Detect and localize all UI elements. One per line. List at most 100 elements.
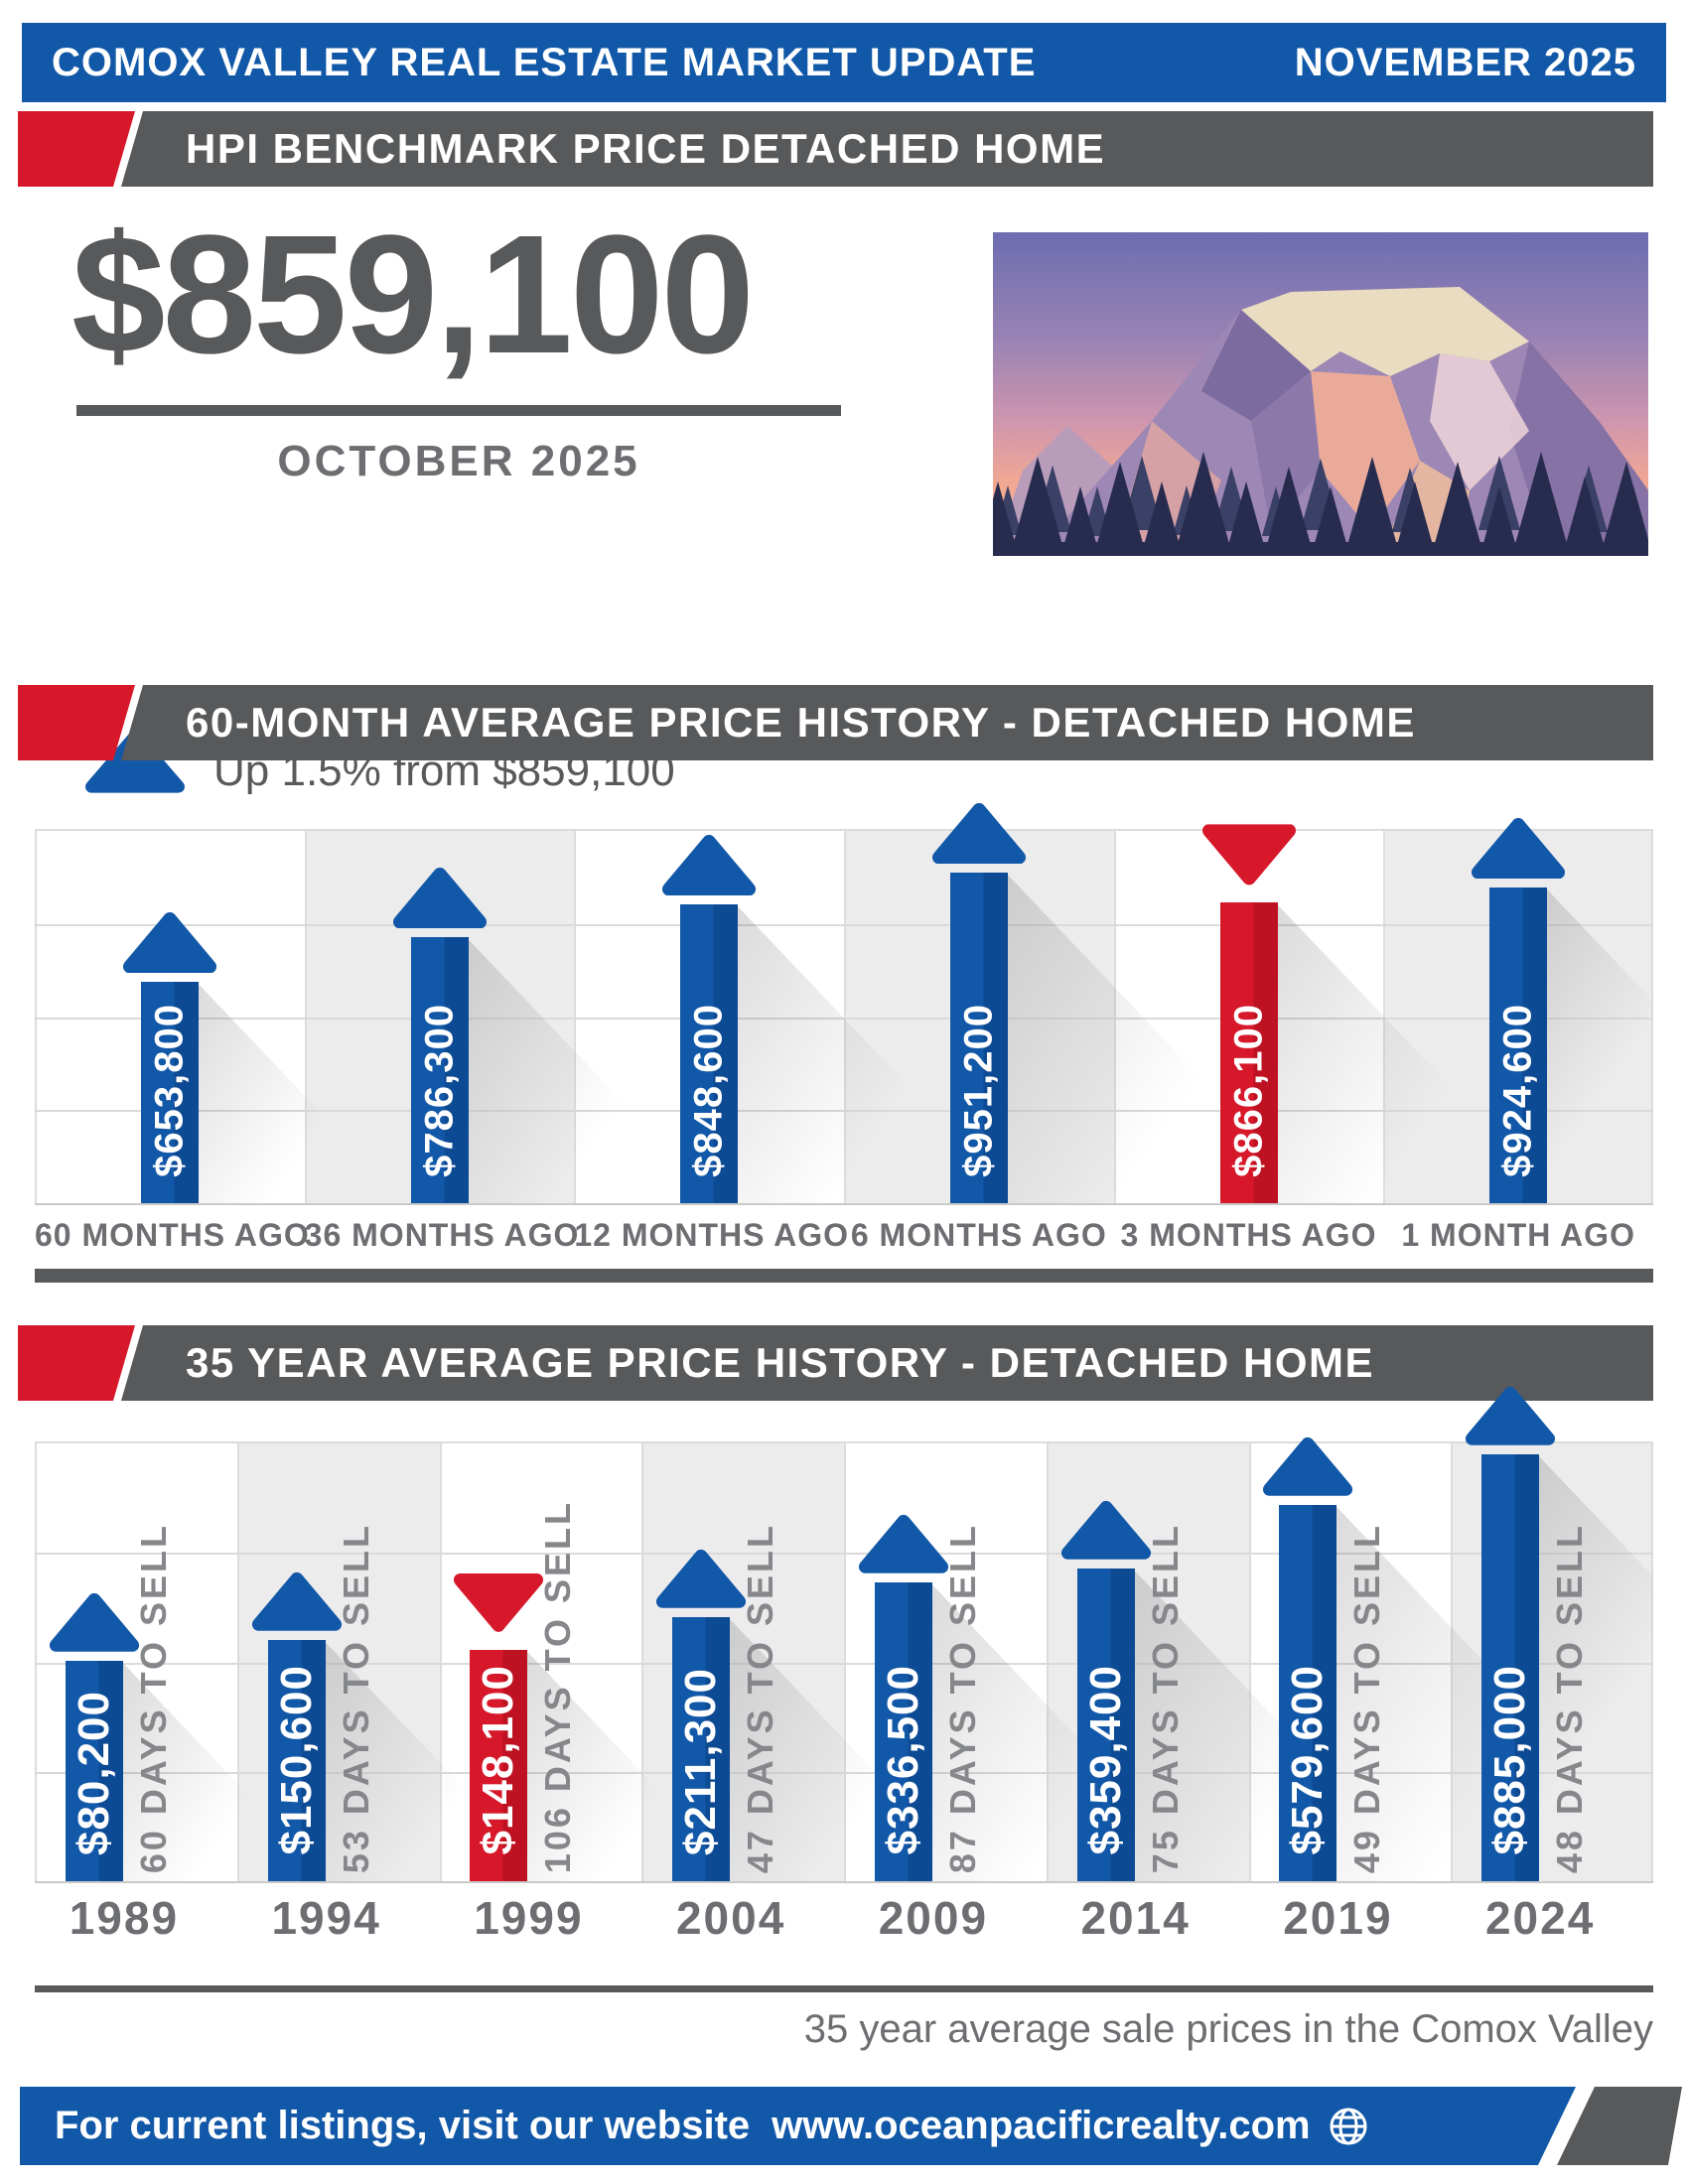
bar: $866,100 — [1219, 902, 1278, 1203]
bar-value-label: $211,300 — [676, 1667, 726, 1855]
up-arrow-icon — [392, 867, 487, 928]
bar: $579,600 — [1279, 1505, 1337, 1881]
chart-35-year-axis: 1989 1994 1999 2004 2009 2014 2019 2024 — [35, 1891, 1653, 1944]
section-title-35-year: 35 YEAR AVERAGE PRICE HISTORY - DETACHED… — [121, 1325, 1653, 1401]
x-axis-label: 12 MONTHS AGO — [574, 1217, 850, 1253]
down-arrow-icon — [1201, 823, 1296, 886]
bar: $848,600 — [680, 904, 739, 1203]
days-to-sell-label: 48 DAYS TO SELL — [1549, 1522, 1591, 1873]
bar: $951,200 — [949, 873, 1008, 1203]
section-header-60-month: 60-MONTH AVERAGE PRICE HISTORY - DETACHE… — [0, 685, 1688, 760]
bar: $336,500 — [874, 1582, 932, 1881]
section-divider — [35, 1269, 1653, 1283]
section-title-hpi: HPI BENCHMARK PRICE DETACHED HOME — [121, 111, 1653, 187]
bar-value-label: $80,200 — [69, 1690, 118, 1855]
red-accent-shape — [18, 1325, 135, 1401]
section-header-hpi: HPI BENCHMARK PRICE DETACHED HOME — [0, 111, 1688, 187]
x-axis-label: 2009 — [878, 1892, 989, 1944]
section-title-60-month: 60-MONTH AVERAGE PRICE HISTORY - DETACHE… — [121, 685, 1653, 760]
x-axis-label: 2004 — [675, 1892, 786, 1944]
x-axis-label: 1999 — [474, 1892, 584, 1944]
bar-value-label: $848,600 — [686, 1004, 731, 1177]
benchmark-price: $859,100 — [71, 201, 755, 389]
chart-35-year: $80,200 60 DAYS TO SELL $150,600 53 DAYS TO… — [35, 1387, 1653, 1883]
down-arrow-icon — [454, 1573, 544, 1633]
bar: $786,300 — [410, 937, 469, 1203]
top-banner: COMOX VALLEY REAL ESTATE MARKET UPDATE N… — [22, 23, 1666, 102]
footer-url: www.oceanpacificrealty.com — [772, 2104, 1311, 2147]
bar: $211,300 — [672, 1617, 731, 1881]
report-date: NOVEMBER 2025 — [1294, 40, 1636, 84]
up-arrow-icon — [1060, 1501, 1151, 1560]
bar-value-label: $148,100 — [474, 1665, 523, 1855]
up-arrow-icon — [931, 802, 1026, 864]
bar-value-label: $150,600 — [271, 1665, 321, 1855]
caption-rule — [35, 1985, 1653, 1992]
up-arrow-icon — [1472, 817, 1566, 879]
red-accent-shape — [18, 111, 135, 187]
days-to-sell-label: 87 DAYS TO SELL — [941, 1522, 983, 1873]
bar: $359,400 — [1076, 1569, 1135, 1881]
up-arrow-icon — [49, 1593, 139, 1652]
bar-value-label: $359,400 — [1080, 1665, 1130, 1855]
x-axis-label: 6 MONTHS AGO — [850, 1217, 1107, 1253]
x-axis-label: 36 MONTHS AGO — [304, 1217, 580, 1253]
footer-text: For current listings, visit our website — [55, 2104, 751, 2147]
days-to-sell-label: 53 DAYS TO SELL — [335, 1522, 376, 1873]
bar: $885,000 — [1481, 1454, 1540, 1881]
report-title: COMOX VALLEY REAL ESTATE MARKET UPDATE — [52, 40, 1037, 84]
bar: $148,100 — [470, 1650, 528, 1881]
red-accent-shape — [18, 685, 135, 760]
bar-value-label: $336,500 — [878, 1665, 927, 1855]
up-arrow-icon — [122, 911, 216, 973]
up-arrow-icon — [251, 1572, 342, 1631]
gridline — [35, 1771, 1653, 1774]
bar-value-label: $951,200 — [956, 1004, 1001, 1177]
bar: $150,600 — [267, 1640, 326, 1881]
footer-bar: For current listings, visit our website … — [20, 2087, 1576, 2165]
chart-60-month: $653,800 $786,300 $848,600 $951,200 $866,100… — [35, 802, 1653, 1205]
gridline — [35, 923, 1653, 926]
days-to-sell-label: 75 DAYS TO SELL — [1144, 1522, 1186, 1873]
footer-accent-shape — [1557, 2087, 1682, 2165]
x-axis-label: 60 MONTHS AGO — [35, 1217, 310, 1253]
x-axis-label: 2019 — [1283, 1892, 1393, 1944]
bar-value-label: $866,100 — [1226, 1004, 1270, 1177]
bar: $924,600 — [1489, 887, 1548, 1203]
chart-caption: 35 year average sale prices in the Comox… — [803, 2007, 1653, 2051]
bar: $653,800 — [140, 982, 199, 1203]
x-axis-label: 2024 — [1484, 1892, 1596, 1944]
x-axis-label: 1 MONTH AGO — [1401, 1217, 1635, 1253]
up-arrow-icon — [656, 1550, 747, 1608]
x-axis-label: 3 MONTHS AGO — [1120, 1217, 1377, 1253]
up-arrow-icon — [85, 730, 185, 793]
section-header-35-year: 35 YEAR AVERAGE PRICE HISTORY - DETACHED… — [0, 1325, 1688, 1401]
benchmark-period: OCTOBER 2025 — [277, 437, 640, 485]
x-axis-label: 1994 — [271, 1892, 381, 1944]
mountain-illustration — [993, 232, 1648, 556]
bar-value-label: $924,600 — [1495, 1004, 1540, 1177]
globe-icon — [1327, 2105, 1370, 2148]
days-to-sell-label: 49 DAYS TO SELL — [1346, 1522, 1388, 1873]
days-to-sell-label: 106 DAYS TO SELL — [537, 1499, 579, 1873]
x-axis-label: 2014 — [1080, 1892, 1191, 1944]
gridline — [35, 1662, 1653, 1665]
chart-60-month-axis: 60 MONTHS AGO 36 MONTHS AGO 12 MONTHS AGO 6… — [35, 1217, 1653, 1267]
bar-value-label: $885,000 — [1485, 1665, 1535, 1855]
up-arrow-icon — [662, 834, 757, 895]
bar-value-label: $786,300 — [417, 1004, 461, 1177]
up-arrow-icon — [1263, 1437, 1353, 1496]
bar-value-label: $579,600 — [1283, 1665, 1333, 1855]
x-axis-label: 1989 — [69, 1892, 180, 1944]
up-arrow-icon — [1466, 1387, 1556, 1445]
gridline — [35, 1553, 1653, 1556]
price-underline — [76, 405, 841, 416]
bar-value-label: $653,800 — [147, 1004, 192, 1177]
days-to-sell-label: 60 DAYS TO SELL — [132, 1522, 174, 1873]
gridline — [35, 1017, 1653, 1020]
days-to-sell-label: 47 DAYS TO SELL — [740, 1522, 781, 1873]
up-arrow-icon — [858, 1515, 948, 1573]
gridline — [35, 1110, 1653, 1113]
bar: $80,200 — [65, 1661, 123, 1881]
